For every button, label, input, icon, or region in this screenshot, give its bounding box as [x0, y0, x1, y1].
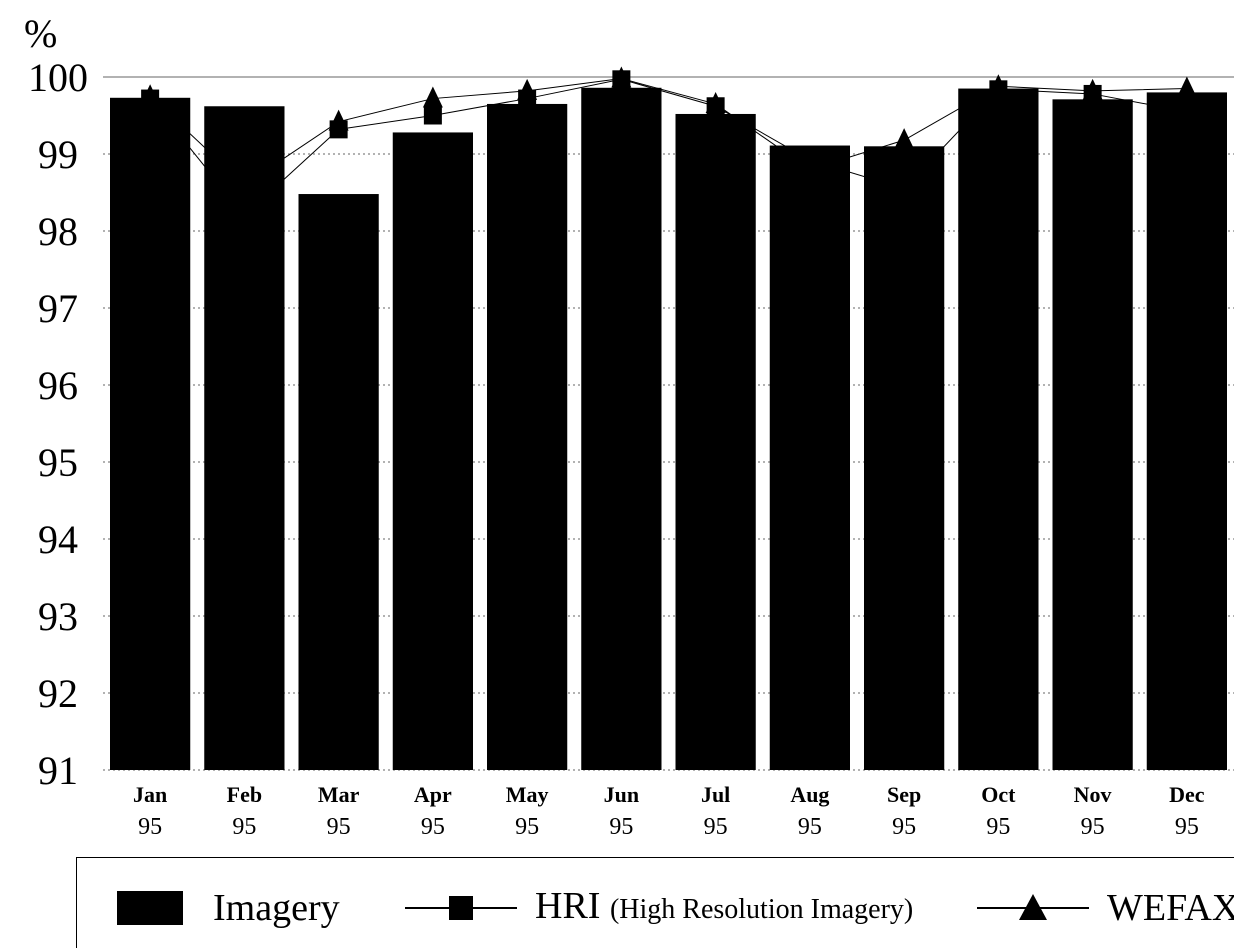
x-tick-year: 95: [232, 814, 256, 840]
imagery-bar: [392, 132, 473, 770]
imagery-bar: [204, 106, 285, 770]
legend-label-imagery: Imagery: [213, 887, 340, 929]
wefax-triangle-marker: [234, 172, 255, 194]
wefax-triangle-marker: [705, 91, 726, 113]
x-tick-month: Sep: [887, 782, 921, 807]
wefax-line: [149, 78, 1187, 186]
wefax-triangle-marker: [1082, 78, 1103, 100]
x-tick-month: Jun: [604, 782, 639, 807]
wefax-triangle-marker: [988, 74, 1009, 96]
line-series: [140, 66, 1197, 225]
imagery-bar: [1146, 92, 1227, 770]
legend-bar-swatch: [117, 891, 183, 925]
wefax-triangle-marker: [422, 86, 443, 108]
hri-square-marker: [235, 206, 254, 225]
y-axis-ticks: 91 92 93 94 95 96 97 98 99 100: [28, 55, 88, 793]
x-tick-year: 95: [704, 814, 728, 840]
y-tick-label: 97: [38, 286, 78, 331]
legend: Imagery HRI (High Resolution Imagery) WE…: [76, 857, 1234, 948]
x-tick-year: 95: [327, 814, 351, 840]
legend-item-wefax: WEFAX: [977, 888, 1234, 928]
legend-label-hri: HRI: [535, 885, 601, 927]
imagery-bar: [1052, 99, 1133, 770]
y-tick-label: 99: [38, 132, 78, 177]
hri-line: [149, 78, 1187, 217]
x-tick-year: 95: [798, 814, 822, 840]
x-tick-year: 95: [421, 814, 445, 840]
y-axis-unit-label: %: [24, 11, 58, 56]
x-tick-year: 95: [1081, 814, 1105, 840]
y-tick-label: 96: [38, 363, 78, 408]
legend-label-hri-note: (High Resolution Imagery): [609, 894, 914, 925]
wefax-triangle-marker: [894, 128, 915, 150]
grid-lines: [103, 76, 1234, 771]
wefax-triangle-marker: [517, 78, 538, 100]
legend-label-wefax: WEFAX: [1107, 887, 1234, 929]
wefax-triangle-marker: [611, 66, 632, 88]
hri-square-marker: [1177, 102, 1196, 121]
x-tick-month: Nov: [1074, 782, 1112, 807]
imagery-bar: [581, 87, 662, 770]
x-tick-month: Oct: [981, 782, 1016, 807]
legend-item-imagery: Imagery: [117, 888, 340, 928]
imagery-bar: [675, 113, 756, 770]
legend-square-marker-swatch: [405, 888, 517, 928]
legend-item-hri: HRI (High Resolution Imagery): [405, 885, 914, 928]
imagery-bar: [769, 145, 850, 770]
y-tick-label: 95: [38, 440, 78, 485]
x-tick-year: 95: [986, 814, 1010, 840]
x-tick-year: 95: [609, 814, 633, 840]
y-tick-label: 100: [28, 55, 88, 100]
x-tick-month: Jul: [701, 782, 730, 807]
x-tick-year: 95: [1175, 814, 1199, 840]
y-tick-label: 91: [38, 748, 78, 793]
availability-chart: 91 92 93 94 95 96 97 98 99 100 Jan 95 Feb 95 Mar 95 Apr…: [28, 55, 1234, 840]
y-tick-label: 98: [38, 209, 78, 254]
imagery-bar: [110, 97, 191, 771]
wefax-triangle-marker: [140, 84, 161, 106]
x-tick-year: 95: [138, 814, 162, 840]
y-tick-label: 94: [38, 517, 78, 562]
x-tick-month: Aug: [790, 782, 829, 807]
x-axis-ticks: Jan 95 Feb 95 Mar 95 Apr 95 May 95 Jun 95 Jul 95 Aug 95…: [133, 782, 1205, 840]
x-tick-month: Jan: [133, 782, 167, 807]
y-tick-label: 92: [38, 671, 78, 716]
hri-square-marker: [423, 106, 442, 125]
imagery-bar: [864, 146, 945, 771]
x-tick-month: May: [506, 782, 549, 807]
x-tick-year: 95: [892, 814, 916, 840]
y-tick-label: 93: [38, 594, 78, 639]
wefax-triangle-marker: [799, 157, 820, 179]
imagery-bar: [298, 194, 379, 771]
imagery-bar: [958, 88, 1039, 771]
hri-square-marker: [895, 179, 914, 198]
x-tick-month: Mar: [318, 782, 360, 807]
x-tick-year: 95: [515, 814, 539, 840]
wefax-triangle-marker: [328, 109, 349, 131]
x-tick-month: Dec: [1169, 782, 1205, 807]
imagery-bar: [487, 103, 568, 770]
x-tick-month: Apr: [414, 782, 452, 807]
x-tick-month: Feb: [227, 782, 262, 807]
wefax-triangle-marker: [1176, 76, 1197, 98]
imagery-bars: [110, 87, 1227, 771]
legend-triangle-marker-swatch: [977, 888, 1089, 928]
